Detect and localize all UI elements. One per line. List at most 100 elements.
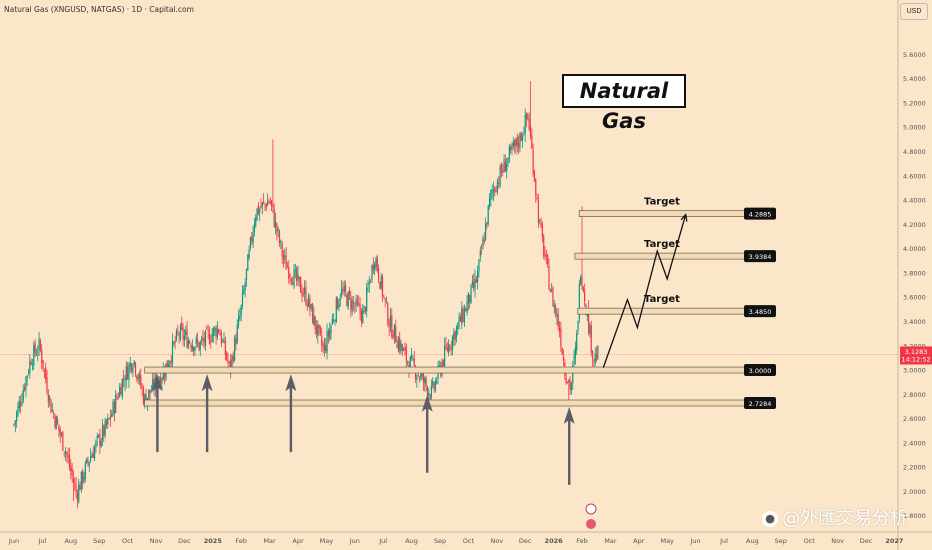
- candle-body: [269, 201, 271, 204]
- candle-body: [457, 323, 459, 329]
- candle-body: [14, 420, 16, 425]
- candle-body: [58, 424, 60, 431]
- candle-body: [356, 301, 359, 304]
- candle-body: [395, 326, 397, 343]
- candle-body: [72, 478, 75, 484]
- candle-body: [377, 268, 380, 280]
- candle-body: [43, 369, 45, 371]
- candle-body: [496, 180, 499, 192]
- candle-body: [524, 114, 526, 134]
- candle-body: [562, 356, 565, 361]
- candle-body: [82, 470, 84, 484]
- candle-body: [576, 333, 578, 351]
- candle-body: [45, 367, 47, 380]
- y-tick-label: 2.0000: [903, 488, 926, 496]
- candle-body: [421, 373, 423, 377]
- currency-button[interactable]: USD: [900, 3, 928, 20]
- level-zone: [578, 210, 747, 217]
- candle-body: [582, 286, 584, 292]
- y-tick-label: 4.4000: [903, 197, 926, 205]
- candle-body: [236, 325, 238, 344]
- candle-body: [330, 325, 332, 333]
- candle-body: [573, 356, 575, 365]
- candle-body: [407, 361, 409, 363]
- candle-body: [277, 229, 279, 231]
- x-tick-label: Oct: [804, 537, 816, 545]
- candle-body: [67, 455, 69, 458]
- candle-body: [483, 239, 485, 242]
- target-label: Target: [644, 239, 680, 250]
- candle-body: [137, 376, 139, 380]
- candle-body: [270, 200, 273, 206]
- candle-body: [144, 394, 146, 403]
- watermark: ● @外匯交易分析: [762, 504, 908, 530]
- candle-body: [163, 372, 166, 377]
- candle-body: [136, 375, 138, 379]
- x-tick-label: May: [660, 537, 674, 545]
- candle-body: [475, 279, 477, 283]
- candle-body: [372, 264, 374, 271]
- candle-body: [177, 331, 179, 333]
- candle-body: [387, 303, 389, 326]
- y-tick-label: 2.8000: [903, 391, 926, 399]
- candle-body: [170, 360, 172, 363]
- candle-body: [411, 355, 413, 358]
- candle-body: [298, 276, 300, 279]
- candle-body: [273, 209, 275, 227]
- candle-body: [112, 401, 114, 415]
- candle-body: [256, 208, 258, 220]
- candle-body: [208, 333, 211, 344]
- candle-body: [202, 337, 204, 341]
- candle-body: [461, 307, 463, 325]
- candle-body: [27, 372, 30, 374]
- candle-body: [53, 412, 55, 415]
- candle-body: [305, 286, 307, 305]
- candle-body: [532, 149, 534, 174]
- candle-body: [416, 376, 418, 381]
- candle-body: [589, 324, 591, 334]
- candle-body: [313, 314, 315, 325]
- candle-body: [49, 396, 51, 400]
- candle-body: [148, 389, 150, 400]
- x-tick-label: Jun: [8, 537, 19, 545]
- candle-body: [284, 255, 286, 258]
- candle-body: [429, 394, 431, 400]
- support-arrow: [151, 374, 163, 453]
- candle-body: [244, 282, 246, 290]
- candle-body: [211, 333, 213, 342]
- candle-body: [310, 304, 312, 308]
- candle-body: [494, 187, 496, 192]
- candle-body: [557, 314, 559, 327]
- candle-body: [138, 373, 141, 379]
- candle-body: [193, 347, 195, 352]
- y-tick-label: 5.2000: [903, 99, 926, 107]
- y-tick-label: 4.6000: [903, 172, 926, 180]
- candle-body: [103, 425, 105, 436]
- candle-body: [166, 360, 168, 368]
- candle-body: [444, 346, 446, 367]
- candle-body: [179, 325, 182, 340]
- candle-body: [354, 305, 356, 307]
- x-tick-label: Jun: [690, 537, 701, 545]
- candle-body: [251, 236, 253, 242]
- candle-body: [33, 345, 35, 366]
- candle-body: [359, 303, 361, 313]
- last-price-tag: [900, 346, 932, 365]
- candle-body: [62, 431, 64, 451]
- candle-body: [418, 377, 421, 379]
- candle-body: [396, 344, 398, 349]
- candle-body: [290, 278, 292, 282]
- candle-body: [74, 483, 76, 485]
- candle-body: [465, 308, 467, 312]
- candle-body: [370, 281, 372, 283]
- candle-body: [34, 343, 36, 354]
- candle-body: [161, 379, 163, 383]
- candle-body: [536, 197, 538, 200]
- x-tick-label: Oct: [122, 537, 134, 545]
- x-tick-label: Aug: [405, 537, 418, 545]
- candle-body: [178, 334, 180, 337]
- candle-body: [292, 282, 294, 285]
- candle-body: [22, 390, 24, 401]
